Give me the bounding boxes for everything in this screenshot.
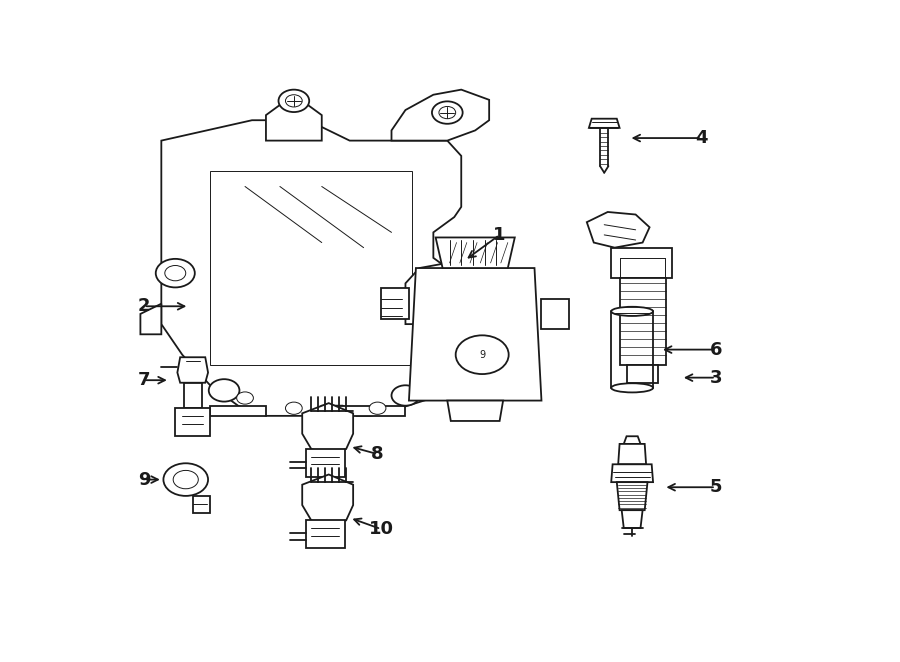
Polygon shape (336, 406, 405, 416)
Polygon shape (193, 496, 211, 512)
Text: 6: 6 (709, 341, 722, 359)
Polygon shape (627, 365, 658, 383)
Polygon shape (211, 406, 266, 416)
Polygon shape (624, 436, 641, 444)
Polygon shape (587, 212, 650, 248)
Text: 7: 7 (138, 371, 150, 389)
Polygon shape (161, 120, 461, 416)
Polygon shape (381, 289, 409, 319)
Polygon shape (619, 278, 666, 365)
Polygon shape (302, 475, 353, 526)
Polygon shape (611, 464, 653, 482)
Polygon shape (542, 299, 570, 329)
Polygon shape (140, 304, 161, 334)
Text: 3: 3 (709, 369, 722, 387)
Polygon shape (392, 89, 490, 140)
Circle shape (285, 402, 302, 414)
Polygon shape (266, 105, 322, 140)
Circle shape (164, 463, 208, 496)
Polygon shape (176, 408, 211, 436)
Circle shape (278, 89, 310, 112)
Circle shape (209, 379, 239, 402)
Polygon shape (409, 268, 542, 401)
Polygon shape (302, 403, 353, 454)
Polygon shape (306, 520, 345, 548)
Polygon shape (616, 482, 647, 510)
Polygon shape (184, 383, 202, 408)
Polygon shape (436, 238, 515, 268)
Text: 9: 9 (479, 350, 485, 359)
Text: 2: 2 (138, 297, 150, 315)
Text: 10: 10 (368, 520, 393, 538)
Polygon shape (177, 357, 208, 383)
Ellipse shape (611, 383, 653, 393)
Text: 5: 5 (709, 478, 722, 496)
Circle shape (392, 385, 419, 406)
Text: 4: 4 (696, 129, 708, 147)
Circle shape (237, 392, 254, 404)
Circle shape (156, 259, 194, 287)
Polygon shape (622, 510, 643, 528)
Polygon shape (447, 401, 503, 421)
Polygon shape (611, 248, 672, 278)
Polygon shape (306, 449, 345, 477)
Circle shape (369, 402, 386, 414)
Text: 8: 8 (371, 445, 384, 463)
Polygon shape (618, 444, 646, 464)
Circle shape (432, 101, 463, 124)
Ellipse shape (611, 307, 653, 316)
Text: 9: 9 (138, 471, 150, 489)
Polygon shape (589, 118, 619, 128)
Circle shape (427, 289, 454, 308)
Polygon shape (405, 263, 490, 324)
Text: 1: 1 (493, 226, 506, 244)
